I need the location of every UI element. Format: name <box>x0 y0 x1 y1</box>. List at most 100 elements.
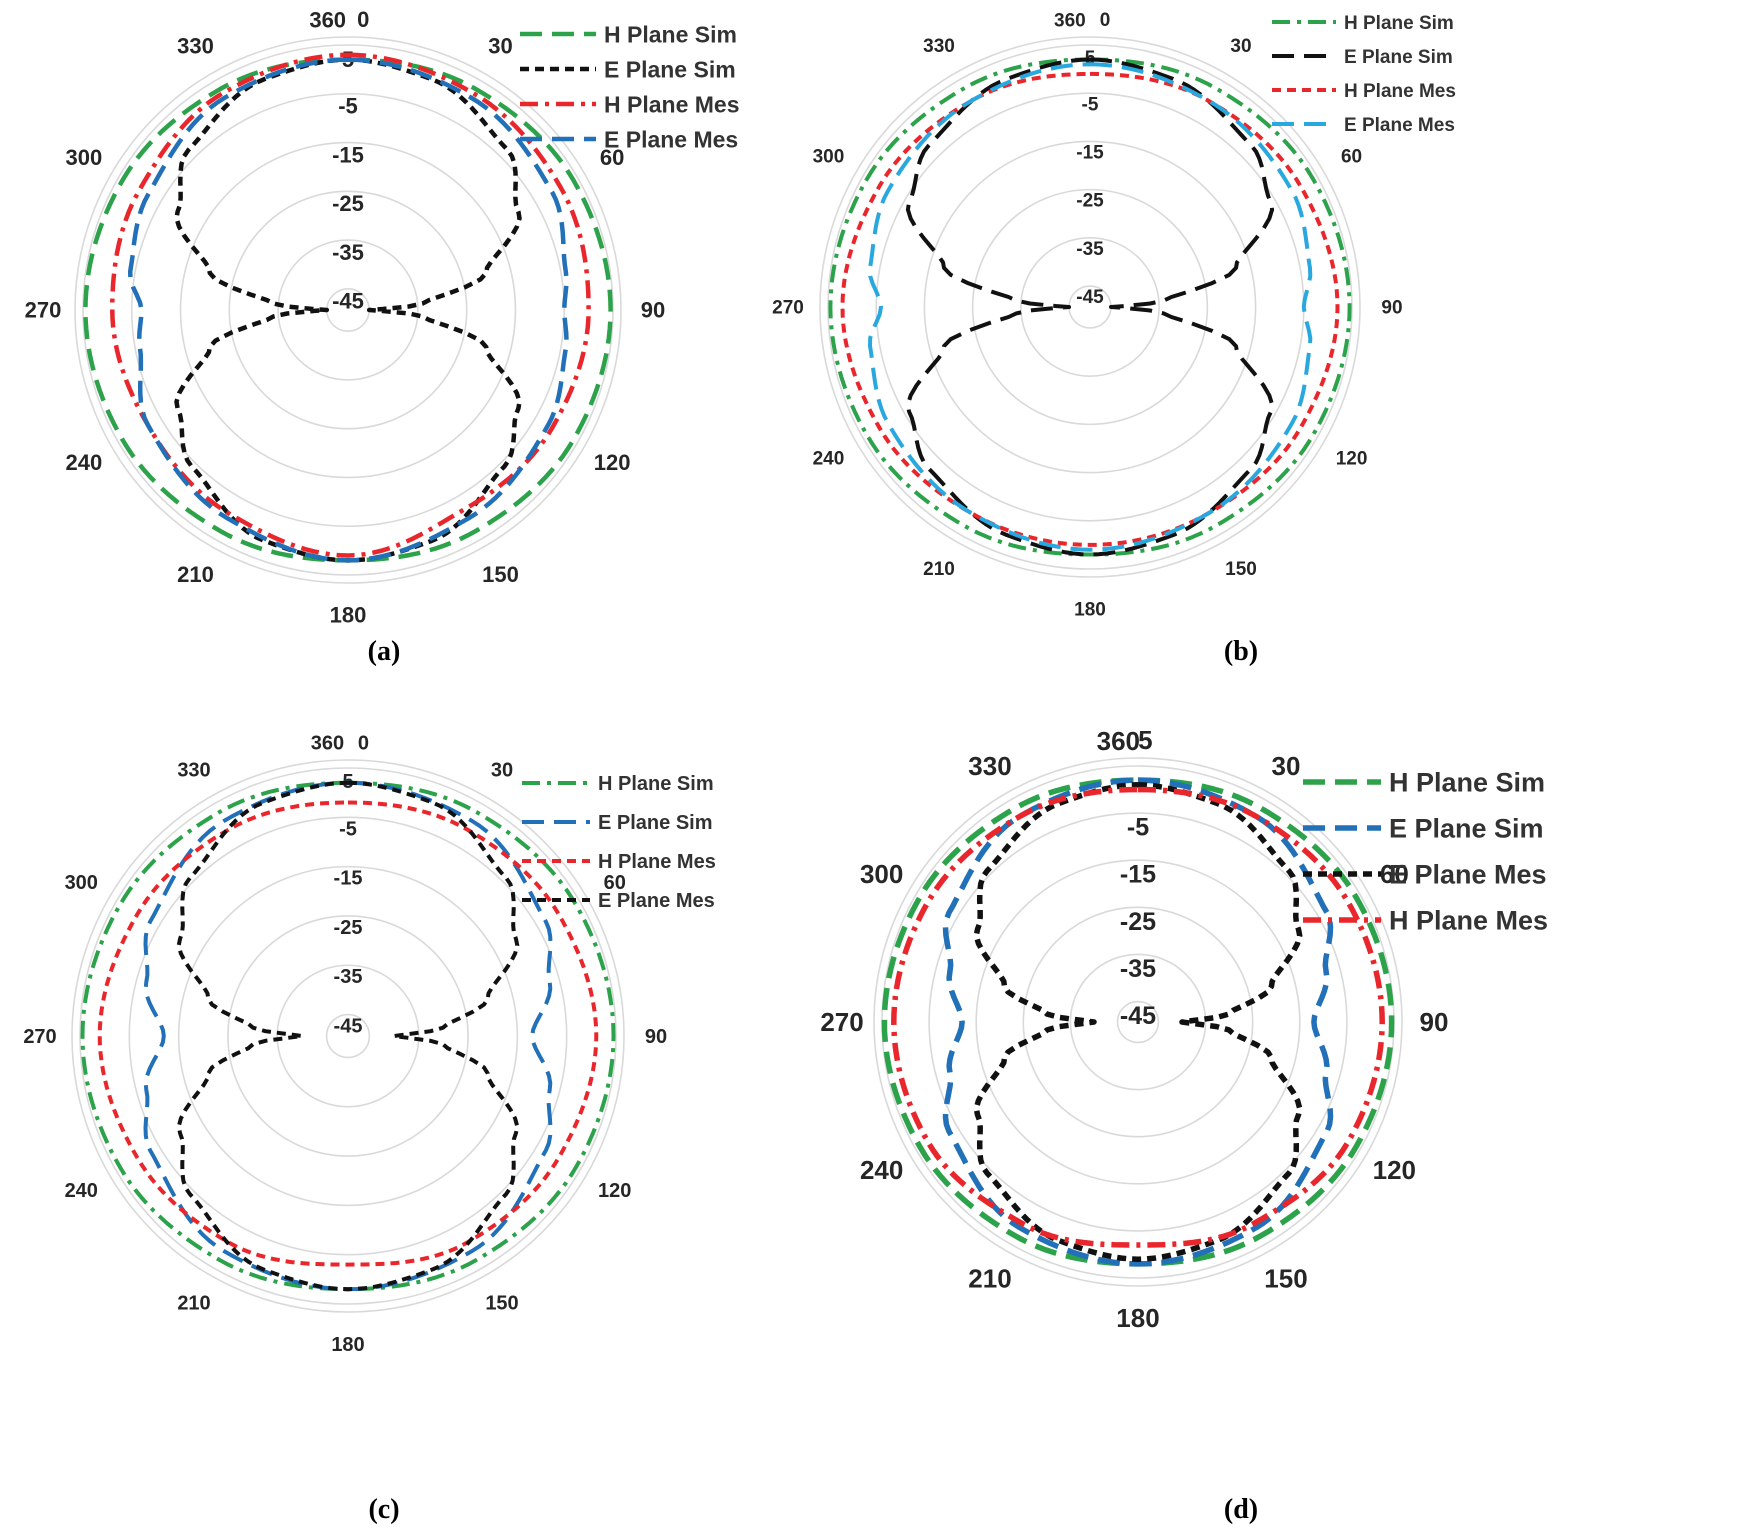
legend-label: H Plane Sim <box>1344 13 1454 34</box>
legend-label: E Plane Sim <box>604 56 736 82</box>
grid-ring <box>276 964 420 1108</box>
series-line-e-plane-sim <box>905 57 1275 557</box>
radial-tick-label: -25 <box>332 191 364 216</box>
panel-c: 0 360 30 60 90 120 150 180 210 240 270 300 330 5 -5 -15… <box>0 732 870 1534</box>
legend: H Plane Sim E Plane Sim H Plane Mes E Plane… <box>520 21 740 152</box>
grid-ring <box>928 812 1348 1232</box>
radial-tick-label: -5 <box>338 94 358 119</box>
grid-ring <box>177 865 519 1207</box>
legend-label: H Plane Sim <box>604 21 737 47</box>
angle-tick-label: 240 <box>66 450 103 475</box>
radial-tick-label: 5 <box>342 771 353 793</box>
angle-tick-label: 60 <box>1341 147 1362 168</box>
angle-tick-label: 210 <box>968 1263 1011 1293</box>
radial-tick-labels: -5 -15 -25 -35 -45 <box>1120 814 1156 1030</box>
angle-tick-label: 0 <box>358 732 369 754</box>
outer-ring <box>819 36 1361 578</box>
series-line-e-plane-mes <box>176 780 520 1292</box>
panel-caption: (a) <box>367 636 401 667</box>
radial-tick-label: -45 <box>1076 287 1104 308</box>
angle-tick-label: 120 <box>1373 1155 1416 1185</box>
angle-tick-label: 150 <box>1264 1263 1307 1293</box>
series-lines <box>80 780 616 1292</box>
angle-tick-label: 90 <box>1420 1007 1449 1037</box>
polar-chart-a: 03603060901201501802102402703003305-5-15… <box>25 7 740 628</box>
angle-tick-label: 330 <box>177 759 210 781</box>
angle-tick-label: 210 <box>177 562 214 587</box>
radial-tick-label: -35 <box>332 240 364 265</box>
grid-ring <box>1069 953 1207 1091</box>
angle-tick-label: 330 <box>968 751 1011 781</box>
series-line-e-plane-mes <box>973 782 1303 1262</box>
radial-tick-label: -25 <box>1076 191 1104 212</box>
radial-tick-label: -45 <box>334 1016 363 1038</box>
panel-b: 0 360 30 60 90 120 150 180 210 240 270 300 330 5 -5 -15… <box>772 0 1741 760</box>
angle-tick-label: 240 <box>860 1155 903 1185</box>
radial-tick-label: -35 <box>1120 955 1156 983</box>
panel-caption: (c) <box>368 1494 400 1525</box>
outer-ring <box>71 759 625 1313</box>
angle-tick-label: 30 <box>491 759 513 781</box>
legend-label: E Plane Sim <box>1344 47 1453 68</box>
angle-tick-label: 180 <box>331 1334 364 1356</box>
panel-d: 360 5 30 60 90 120 150 180 210 240 270 300 330 -5 -15-… <box>820 725 1741 1534</box>
polar-grid <box>74 36 622 584</box>
radial-tick-label: -5 <box>339 818 357 840</box>
angle-tick-label: 60 <box>600 145 624 170</box>
angle-tick-label: 0 <box>357 7 369 32</box>
legend-label: H Plane Sim <box>1389 768 1545 798</box>
angle-tick-label: 240 <box>65 1180 98 1202</box>
radial-tick-labels: 5-5-15-25-35-45 <box>1076 48 1104 308</box>
radial-tick-label: -15 <box>334 868 363 890</box>
angle-labels: 0 360 30 60 90 120 150 180 210 240 270 300 330 <box>23 732 667 1356</box>
angle-tick-label: 300 <box>860 859 903 889</box>
legend-label: E Plane Mes <box>598 890 715 912</box>
panel-a: 0 360 30 60 90 120 150 180 210 240 270 300 330 5 -5 -15… <box>0 0 870 760</box>
angle-tick-label: 300 <box>66 145 103 170</box>
grid-ring <box>130 92 566 528</box>
polar-chart-c: 0 360 30 60 90 120 150 180 210 240 270 300 330 5 -5 -15… <box>23 732 716 1356</box>
angle-tick-label: 180 <box>1074 600 1106 621</box>
radial-tick-label: -45 <box>1120 1002 1156 1030</box>
grid-ring <box>277 239 419 381</box>
angle-tick-label: 30 <box>488 34 512 59</box>
angle-tick-label: 270 <box>25 298 62 323</box>
radial-tick-label: -15 <box>1120 861 1156 889</box>
angle-tick-label: 90 <box>645 1026 667 1048</box>
polar-chart-b: 03603060901201501802102402703003305-5-15… <box>772 10 1456 621</box>
angle-tick-label: 300 <box>813 147 845 168</box>
series-lines <box>83 52 613 563</box>
angle-tick-label: 120 <box>594 450 631 475</box>
angle-tick-label: 330 <box>923 36 955 57</box>
outer-ring <box>873 757 1403 1287</box>
angle-tick-label: 150 <box>482 562 519 587</box>
legend-label: H Plane Mes <box>598 851 716 873</box>
series-line-e-plane-mes <box>868 62 1313 552</box>
angle-tick-label: 0 <box>1100 10 1111 31</box>
legend-label: E Plane Sim <box>598 812 713 834</box>
angle-tick-label: 120 <box>1336 449 1368 470</box>
radial-tick-labels: 5-5-15-25-35-45 <box>334 771 363 1038</box>
radial-tick-label: -15 <box>332 142 364 167</box>
grid-ring <box>325 1013 371 1059</box>
angle-tick-label: 150 <box>1225 559 1257 580</box>
radial-tick-label: -35 <box>334 966 363 988</box>
series-line-h-plane-mes <box>891 786 1385 1248</box>
angle-tick-label: 30 <box>1230 36 1251 57</box>
radial-tick-labels: 5-5-15-25-35-45 <box>332 47 364 314</box>
angle-tick-label: 270 <box>23 1026 56 1048</box>
angle-tick-label: 270 <box>772 298 804 319</box>
angle-tick-label: 60 <box>604 872 626 894</box>
series-line-h-plane-mes <box>97 800 599 1267</box>
angle-tick-label: 150 <box>485 1293 518 1315</box>
angle-tick-label: 210 <box>923 559 955 580</box>
grid-ring <box>1022 906 1254 1138</box>
angle-tick-label: 180 <box>330 603 367 628</box>
series-lines <box>828 57 1352 557</box>
grid-ring <box>228 190 468 430</box>
radial-tick-label: -5 <box>1127 814 1149 842</box>
series-lines <box>881 777 1395 1267</box>
grid-ring <box>227 915 469 1157</box>
